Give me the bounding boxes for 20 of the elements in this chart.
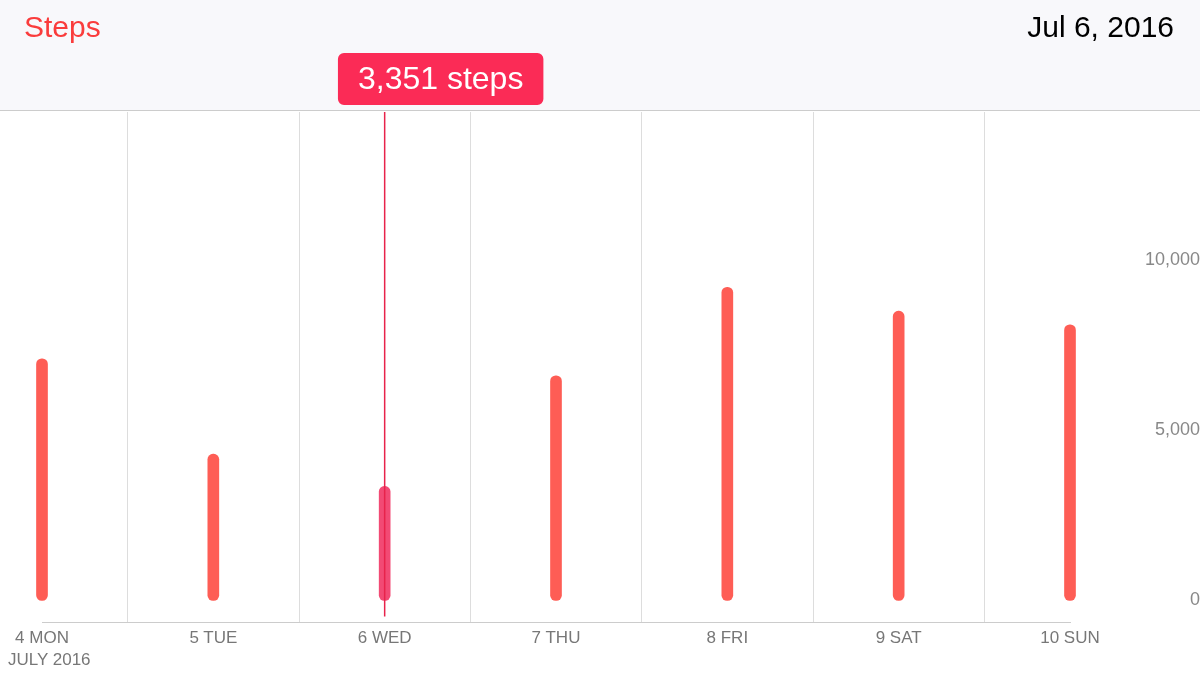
x-tick-label: 6 WED xyxy=(357,628,412,648)
bar xyxy=(36,358,48,601)
x-tick-label: 7 THU xyxy=(531,628,581,648)
bar xyxy=(892,310,905,601)
x-axis-title: JULY 2016 xyxy=(8,650,91,670)
x-tick-label: 9 SAT xyxy=(875,628,922,648)
x-tick-label: 10 SUN xyxy=(1040,628,1100,648)
y-tick-label: 0 xyxy=(1189,589,1200,610)
bar xyxy=(550,375,562,601)
bar xyxy=(1064,324,1076,601)
x-tick-label: 5 TUE xyxy=(189,628,238,648)
y-tick-label: 5,000 xyxy=(1154,419,1200,440)
bar xyxy=(721,286,734,601)
x-tick-label: 8 FRI xyxy=(706,628,749,648)
chart-subtitle: Jul 6, 2016 xyxy=(1027,10,1174,44)
y-tick-label: 10,000 xyxy=(1144,249,1200,270)
chart-title: Steps xyxy=(24,10,101,44)
text: 3,351 steps xyxy=(357,59,524,96)
bar xyxy=(207,453,220,601)
x-tick-label: 4 MON xyxy=(15,628,69,648)
